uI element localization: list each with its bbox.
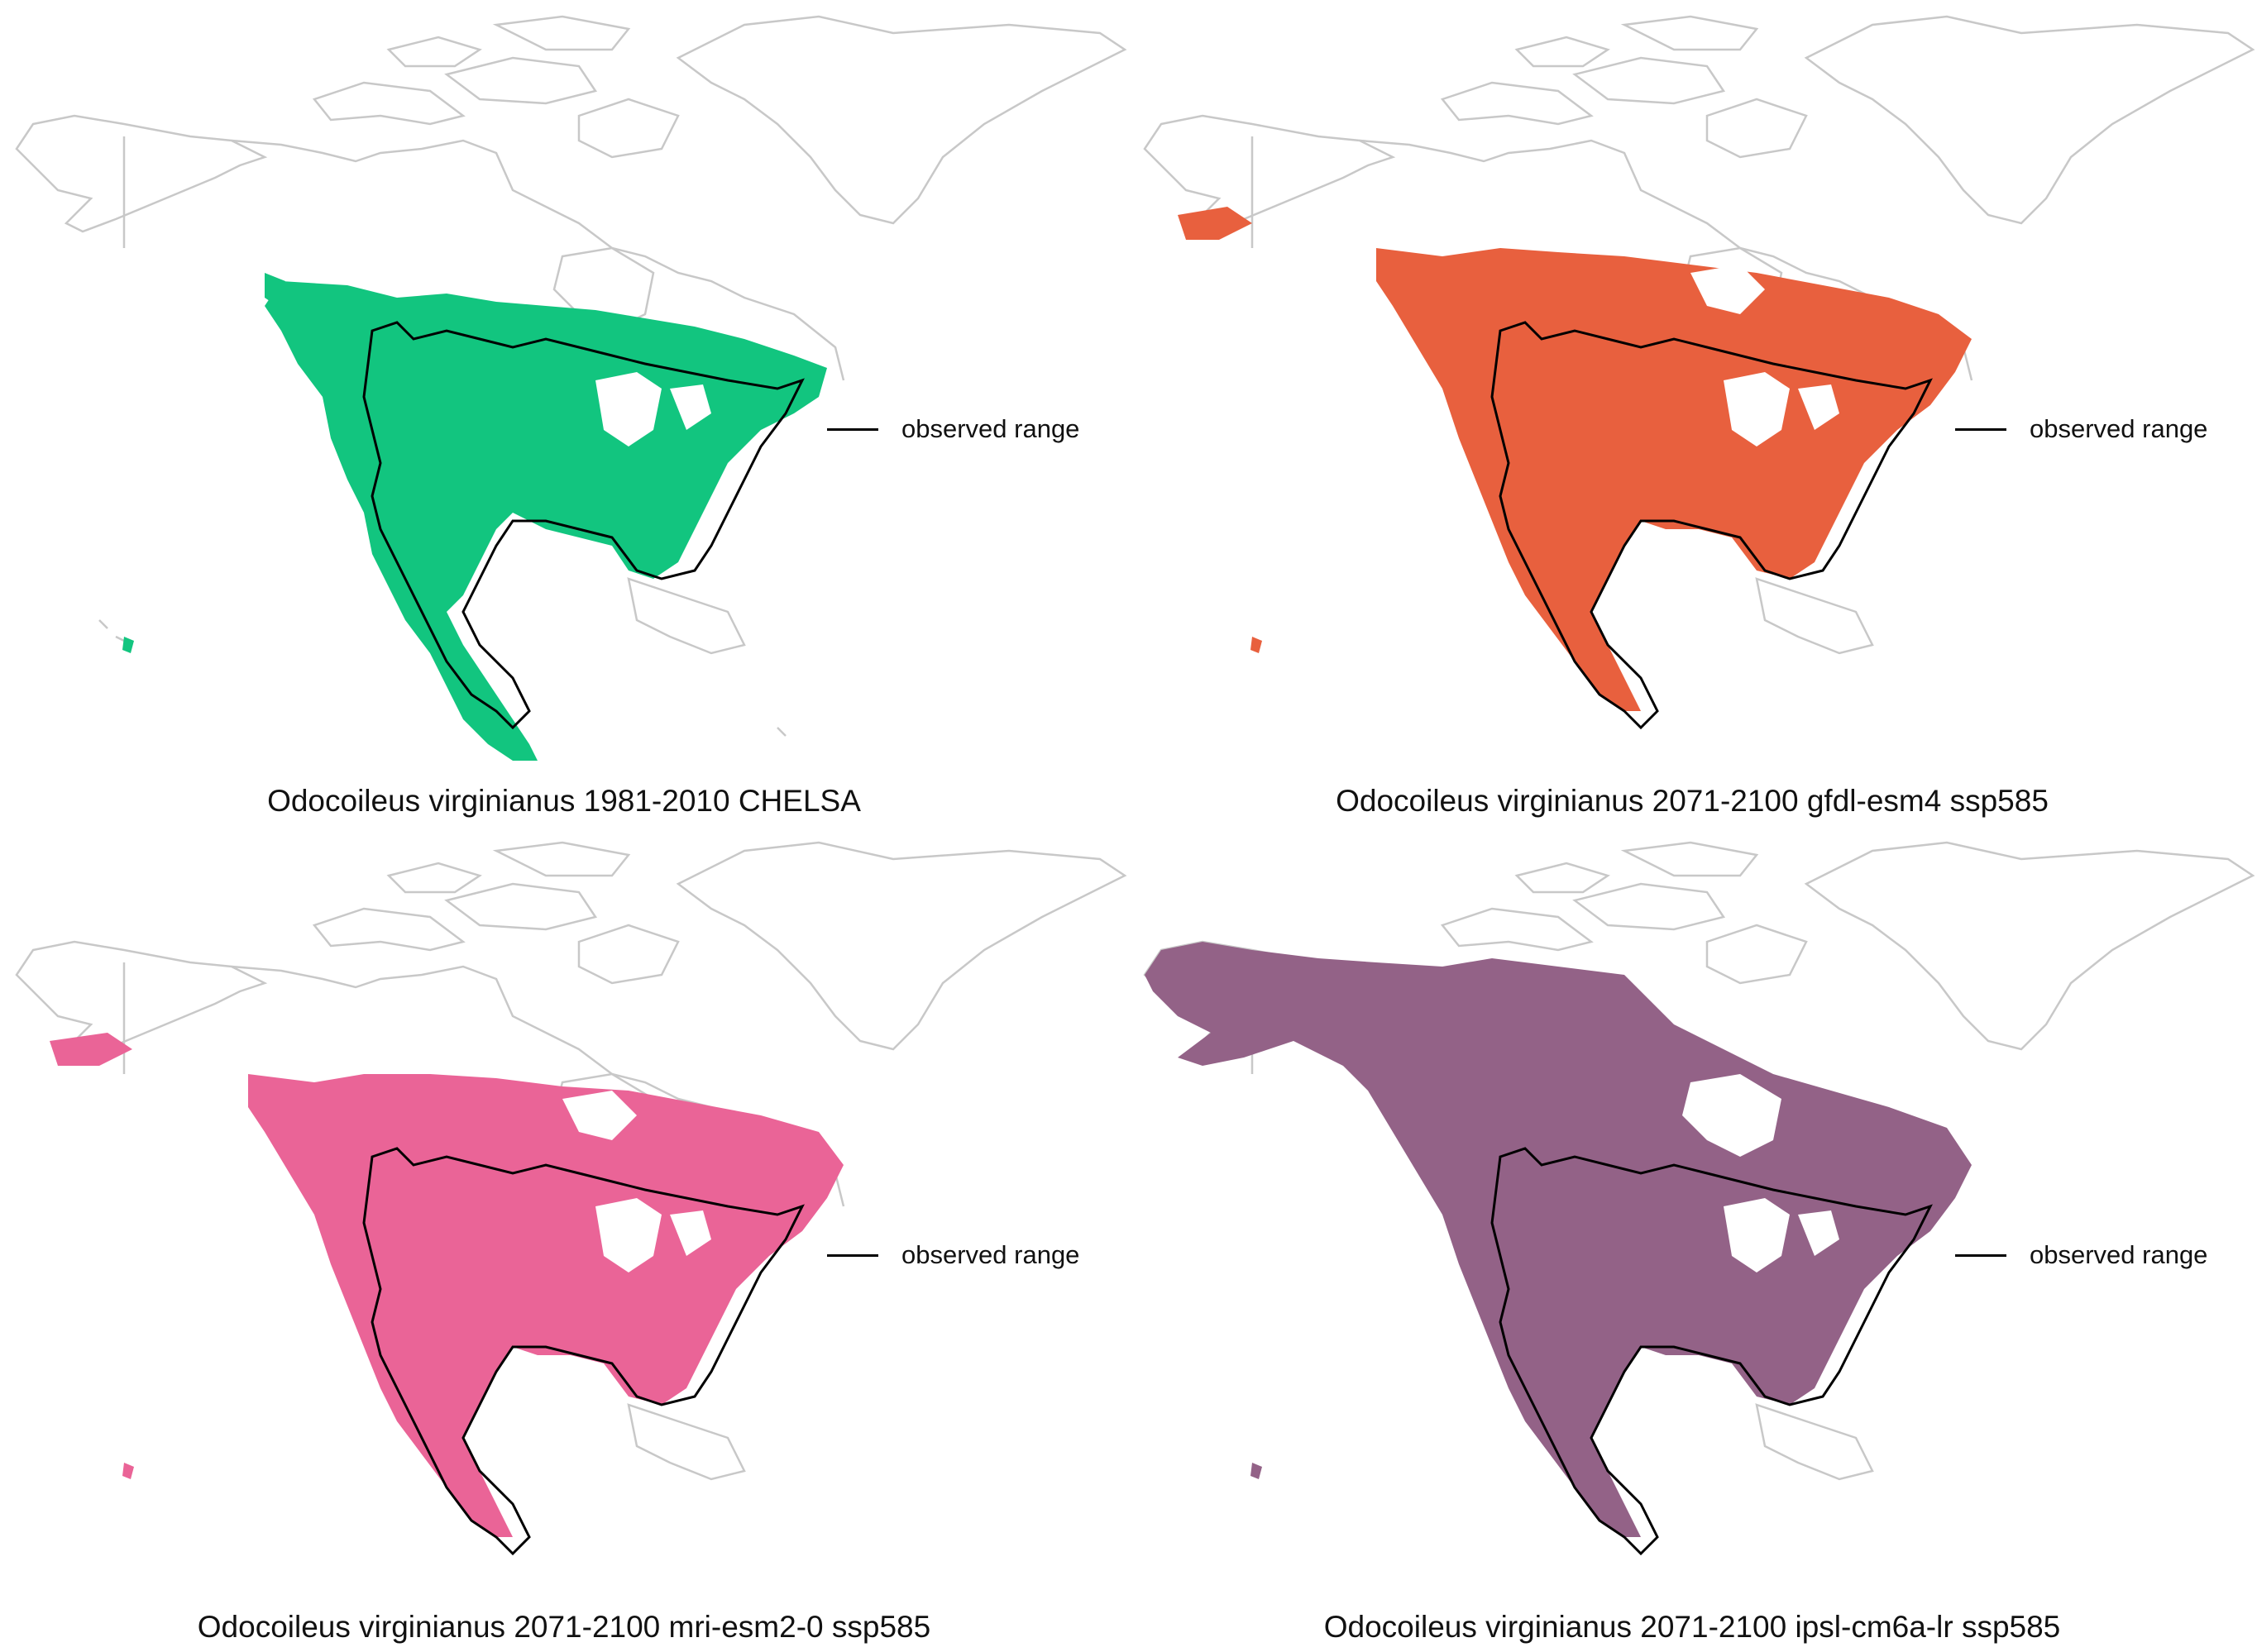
map-panel-2: observed range Odocoileus virginianus 20… xyxy=(1128,0,2256,826)
hawaii-suitability xyxy=(1250,1463,1262,1479)
panel-caption: Odocoileus virginianus 2071-2100 gfdl-es… xyxy=(1336,784,2049,818)
alaska-suitability xyxy=(1178,207,1252,240)
legend-line-swatch xyxy=(1955,1253,2006,1257)
map-legend: observed range xyxy=(1955,410,2207,448)
lake-holes xyxy=(562,1091,711,1272)
map-canvas xyxy=(1143,841,2255,1556)
map-legend: observed range xyxy=(827,410,1079,448)
legend-line-swatch xyxy=(827,1253,878,1257)
legend-line-swatch xyxy=(1955,427,2006,431)
legend-label: observed range xyxy=(2030,414,2208,443)
lake-holes xyxy=(595,372,711,446)
map-canvas xyxy=(15,15,1127,761)
panel-caption: Odocoileus virginianus 2071-2100 mri-esm… xyxy=(197,1610,931,1644)
suitability-region xyxy=(1376,248,1972,711)
map-panel-1: observed range Odocoileus virginianus 19… xyxy=(0,0,1128,826)
observed-range-outline xyxy=(1490,321,1933,730)
map-panel-3: observed range Odocoileus virginianus 20… xyxy=(0,826,1128,1652)
suitability-region xyxy=(248,1074,844,1537)
lake-holes xyxy=(1682,1074,1839,1272)
alaska-suitability xyxy=(265,273,285,306)
observed-range-outline xyxy=(362,321,805,730)
map-legend: observed range xyxy=(827,1236,1079,1274)
hawaii-suitability xyxy=(1250,637,1262,653)
map-legend: observed range xyxy=(1955,1236,2207,1274)
panel-caption: Odocoileus virginianus 2071-2100 ipsl-cm… xyxy=(1323,1610,2061,1644)
legend-label: observed range xyxy=(2030,1240,2208,1269)
map-canvas xyxy=(1143,15,2255,730)
legend-label: observed range xyxy=(901,414,1080,443)
hawaii-suitability xyxy=(122,1463,134,1479)
legend-label: observed range xyxy=(901,1240,1080,1269)
observed-range-outline xyxy=(1490,1147,1933,1556)
panel-caption: Odocoileus virginianus 1981-2010 CHELSA xyxy=(267,784,861,818)
lake-holes xyxy=(1690,265,1839,446)
map-panel-4: observed range Odocoileus virginianus 20… xyxy=(1128,826,2256,1652)
alaska-suitability xyxy=(50,1033,132,1066)
suitability-region xyxy=(1145,942,1972,1537)
hawaii-suitability xyxy=(122,637,134,653)
map-canvas xyxy=(15,841,1127,1556)
coastline-outline xyxy=(15,15,1127,737)
legend-line-swatch xyxy=(827,427,878,431)
observed-range-outline xyxy=(362,1147,805,1556)
